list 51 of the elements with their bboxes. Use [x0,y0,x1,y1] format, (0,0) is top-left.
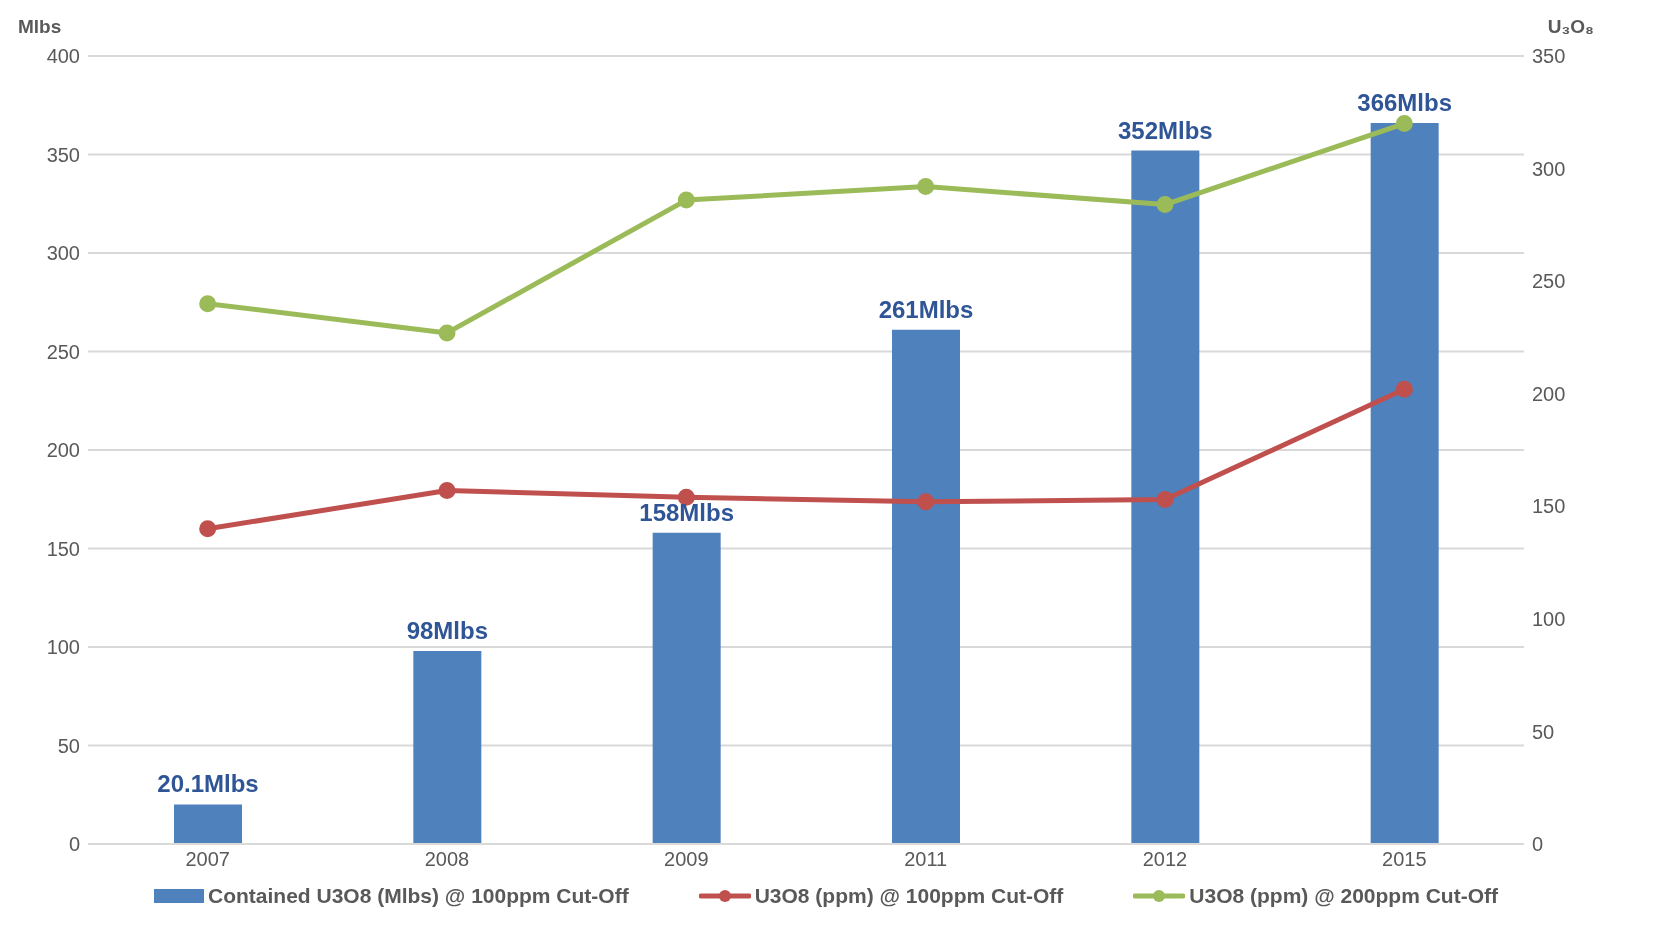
x-tick-label: 2007 [185,848,230,871]
x-tick-label: 2011 [904,848,948,871]
y-tick-label: 50 [57,734,80,757]
y-tick-label: 250 [46,340,80,363]
point [917,493,935,511]
x-tick-label: 2008 [424,848,470,871]
y2-tick-label: 200 [1532,382,1566,405]
y2-tick-label: 300 [1532,157,1566,180]
x-tick-label: 2012 [1142,848,1188,871]
point [199,295,217,313]
point [438,482,456,500]
y-tick-label: 200 [46,439,80,462]
y-axis-title: Mlbs [18,16,62,38]
y2-tick-label: 350 [1532,45,1566,68]
y2-tick-label: 0 [1532,833,1544,856]
y-tick-label: 0 [68,833,80,856]
data-label: 98Mlbs [406,616,489,644]
y2-tick-label: 50 [1532,720,1555,743]
y-tick-label: 400 [46,45,80,68]
y2-axis-title: U₃O₈ [1547,16,1594,38]
y2-tick-label: 150 [1532,495,1566,518]
bar [892,329,960,844]
data-label: 261Mlbs [878,295,974,323]
point [1395,380,1413,398]
bar [652,532,721,844]
y-tick-label: 100 [46,636,80,659]
point [199,520,217,538]
x-tick-label: 2015 [1382,848,1427,871]
legend-label: U3O8 (ppm) @ 200ppm Cut-Off [1188,884,1498,908]
data-label: 366Mlbs [1357,88,1453,116]
point [1395,115,1413,133]
point [1156,196,1174,214]
legend-label: U3O8 (ppm) @ 100ppm Cut-Off [753,884,1064,908]
y-tick-label: 150 [46,537,80,560]
bar [1131,150,1200,844]
y2-tick-label: 100 [1532,607,1566,630]
bar [413,650,482,844]
bar [174,804,242,844]
point [917,178,935,196]
y2-tick-label: 250 [1532,270,1566,293]
y-tick-label: 350 [46,143,80,166]
data-label: 20.1Mlbs [157,770,259,798]
legend-label: Contained U3O8 (Mlbs) @ 100ppm Cut-Off [207,884,629,908]
data-label: 158Mlbs [639,498,735,526]
bar [1370,122,1439,844]
point [438,324,456,342]
point [1156,491,1174,509]
x-tick-label: 2009 [664,848,709,871]
data-label: 352Mlbs [1117,116,1213,144]
point [677,191,695,209]
y-tick-label: 300 [46,242,80,265]
